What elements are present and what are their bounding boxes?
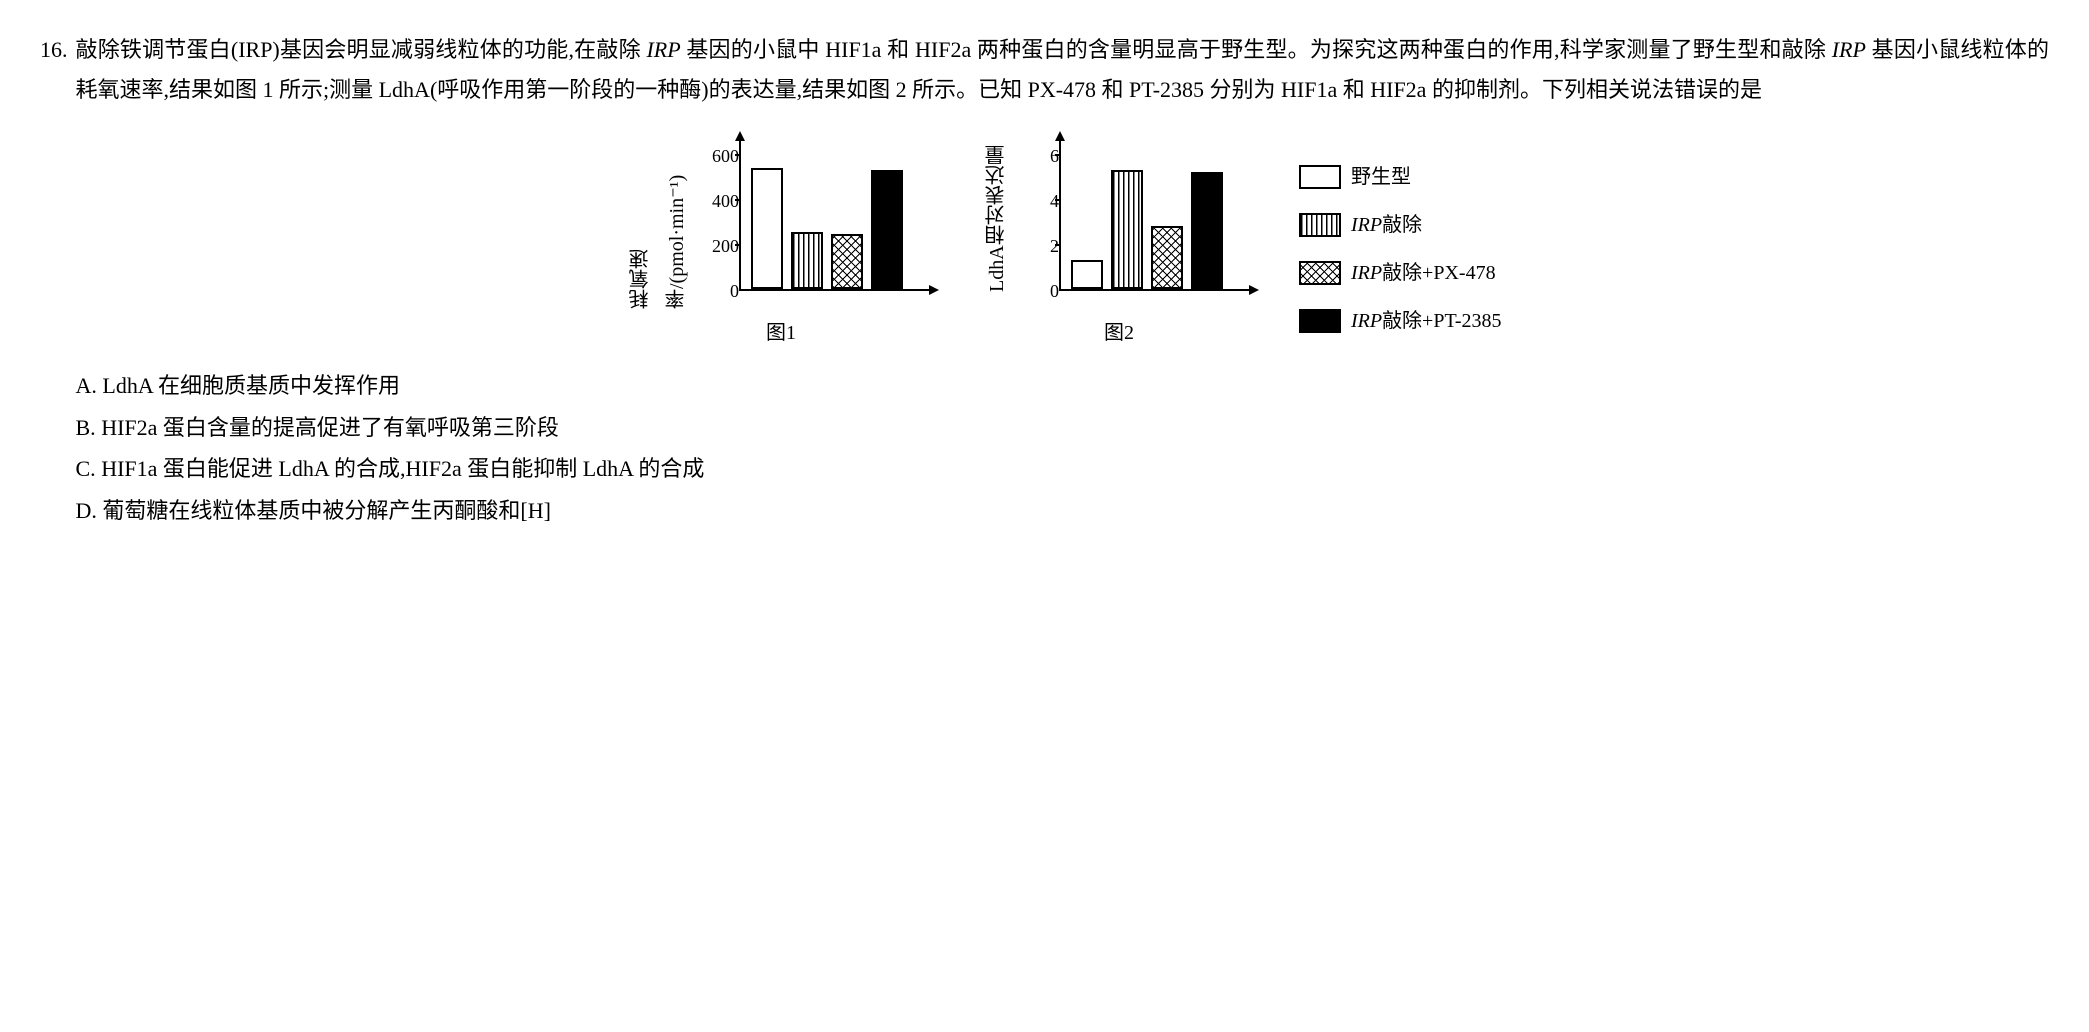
legend-item-irp-ko: IRP敲除 [1299, 207, 1502, 243]
chart-2-caption: 图2 [1104, 315, 1134, 351]
chart-1-ylabel: 耗氧速率/(pmol·min⁻¹) [623, 129, 695, 309]
chart-1-tick-0: 0 [699, 275, 739, 307]
option-a-text: LdhA 在细胞质基质中发挥作用 [102, 373, 400, 398]
legend: 野生型 IRP敲除 IRP敲除+PX-478 IRP敲除+PT-2385 [1299, 159, 1502, 339]
chart-1-bar-wildtype [751, 168, 783, 290]
chart-2-tick-2: 4 [1019, 185, 1059, 217]
chart-1-tick-3: 600 [699, 140, 739, 172]
legend-label-irp-ko-px478: IRP敲除+PX-478 [1351, 255, 1496, 291]
chart-1-bar-irp-ko [791, 232, 823, 289]
option-c: C. HIF1a 蛋白能促进 LdhA 的合成,HIF2a 蛋白能抑制 LdhA… [76, 449, 2050, 489]
chart-1-bar-irp-ko-pt2385 [871, 170, 903, 289]
legend-item-irp-ko-px478: IRP敲除+PX-478 [1299, 255, 1502, 291]
chart-1: 耗氧速率/(pmol·min⁻¹) 0 200 400 600 [623, 129, 939, 351]
chart-2-ylabel: LdhA相对表达量 [979, 129, 1015, 309]
legend-swatch-black [1299, 309, 1341, 333]
chart-2-tick-0: 0 [1019, 275, 1059, 307]
option-b-text: HIF2a 蛋白含量的提高促进了有氧呼吸第三阶段 [101, 415, 559, 440]
chart-2: LdhA相对表达量 0 2 4 6 [979, 129, 1259, 351]
question-number: 16. [40, 30, 68, 70]
chart-2-bar-irp-ko-pt2385 [1191, 172, 1223, 289]
chart-1-caption: 图1 [766, 315, 796, 351]
options: A. LdhA 在细胞质基质中发挥作用 B. HIF2a 蛋白含量的提高促进了有… [76, 366, 2050, 530]
chart-2-frame: 0 2 4 6 [1019, 129, 1259, 309]
option-b: B. HIF2a 蛋白含量的提高促进了有氧呼吸第三阶段 [76, 408, 2050, 448]
legend-label-irp-ko: IRP敲除 [1351, 207, 1422, 243]
chart-1-tick-2: 400 [699, 185, 739, 217]
chart-1-bar-irp-ko-px478 [831, 234, 863, 289]
legend-item-wildtype: 野生型 [1299, 159, 1502, 195]
question-stem: 敲除铁调节蛋白(IRP)基因会明显减弱线粒体的功能,在敲除 IRP 基因的小鼠中… [76, 30, 2050, 109]
option-d: D. 葡萄糖在线粒体基质中被分解产生丙酮酸和[H] [76, 491, 2050, 531]
question-body: 敲除铁调节蛋白(IRP)基因会明显减弱线粒体的功能,在敲除 IRP 基因的小鼠中… [76, 30, 2050, 533]
option-c-text: HIF1a 蛋白能促进 LdhA 的合成,HIF2a 蛋白能抑制 LdhA 的合… [101, 456, 704, 481]
legend-swatch-cross [1299, 261, 1341, 285]
chart-2-tick-3: 6 [1019, 140, 1059, 172]
chart-2-tick-1: 2 [1019, 230, 1059, 262]
legend-swatch-white [1299, 165, 1341, 189]
option-d-text: 葡萄糖在线粒体基质中被分解产生丙酮酸和[H] [102, 498, 551, 523]
chart-1-frame: 0 200 400 600 [699, 129, 939, 309]
legend-item-irp-ko-pt2385: IRP敲除+PT-2385 [1299, 303, 1502, 339]
chart-1-tick-1: 200 [699, 230, 739, 262]
legend-label-wildtype: 野生型 [1351, 159, 1411, 195]
option-a: A. LdhA 在细胞质基质中发挥作用 [76, 366, 2050, 406]
chart-2-bar-irp-ko [1111, 170, 1143, 289]
chart-2-bar-wildtype [1071, 260, 1103, 289]
figures-row: 耗氧速率/(pmol·min⁻¹) 0 200 400 600 [76, 129, 2050, 351]
legend-swatch-stripe [1299, 213, 1341, 237]
chart-2-bar-irp-ko-px478 [1151, 226, 1183, 289]
question-16: 16. 敲除铁调节蛋白(IRP)基因会明显减弱线粒体的功能,在敲除 IRP 基因… [40, 30, 2049, 533]
legend-label-irp-ko-pt2385: IRP敲除+PT-2385 [1351, 303, 1502, 339]
